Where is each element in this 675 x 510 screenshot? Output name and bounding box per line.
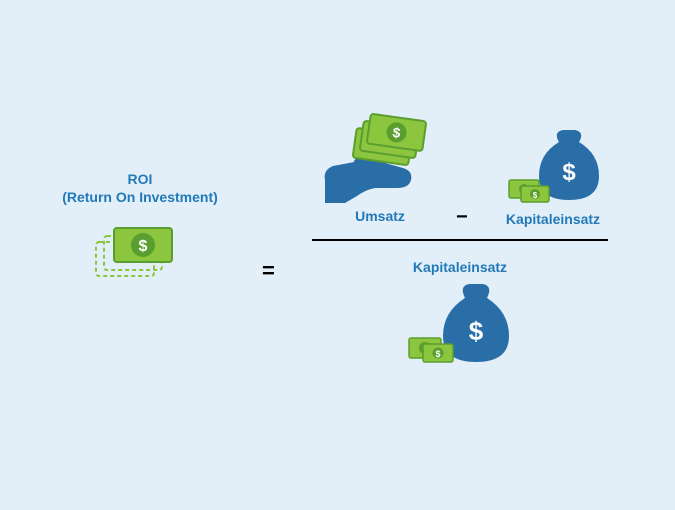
svg-text:$: $ <box>533 191 538 200</box>
fraction-line <box>312 239 608 241</box>
umsatz-label: Umsatz <box>310 207 450 225</box>
minus-sign: − <box>456 206 468 229</box>
kapitaleinsatz-bottom-label: Kapitaleinsatz <box>360 258 560 276</box>
money-bag-icon: $ $ <box>478 128 628 206</box>
kapitaleinsatz-top-block: $ $ Kapitaleinsatz <box>478 128 628 228</box>
roi-title: ROI (Return On Investment) <box>40 170 240 206</box>
hand-money-icon: $ <box>310 108 450 203</box>
kapitaleinsatz-bottom-block: Kapitaleinsatz $ $ <box>360 258 560 367</box>
money-bag-icon: $ $ <box>360 282 560 367</box>
svg-text:$: $ <box>469 316 484 346</box>
roi-formula-diagram: ROI (Return On Investment) $ = <box>0 0 675 510</box>
svg-text:$: $ <box>562 159 576 186</box>
svg-text:$: $ <box>139 238 148 255</box>
roi-line2: (Return On Investment) <box>62 189 218 205</box>
roi-line1: ROI <box>128 171 153 187</box>
kapitaleinsatz-top-label: Kapitaleinsatz <box>478 210 628 228</box>
equals-sign: = <box>262 258 275 284</box>
money-stack-icon: $ <box>40 214 240 284</box>
roi-block: ROI (Return On Investment) $ <box>40 170 240 284</box>
umsatz-block: $ Umsatz <box>310 108 450 225</box>
svg-text:$: $ <box>435 349 440 359</box>
